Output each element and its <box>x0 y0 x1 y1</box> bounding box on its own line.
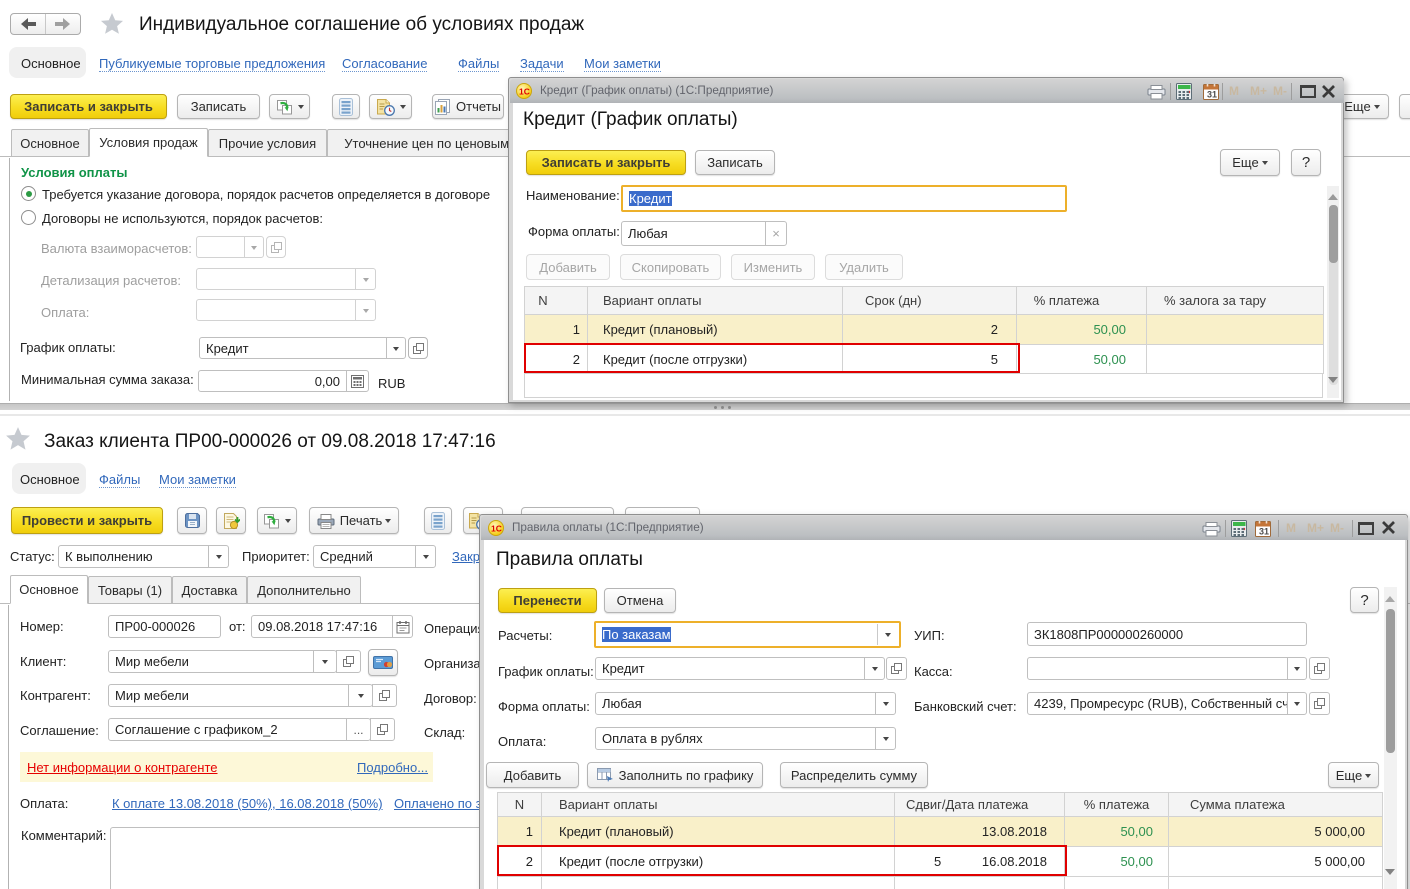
svg-text:1С: 1С <box>519 87 530 97</box>
svg-text:31: 31 <box>1207 90 1217 100</box>
svg-text:1С: 1С <box>491 524 502 534</box>
svg-text:31: 31 <box>1259 527 1269 537</box>
